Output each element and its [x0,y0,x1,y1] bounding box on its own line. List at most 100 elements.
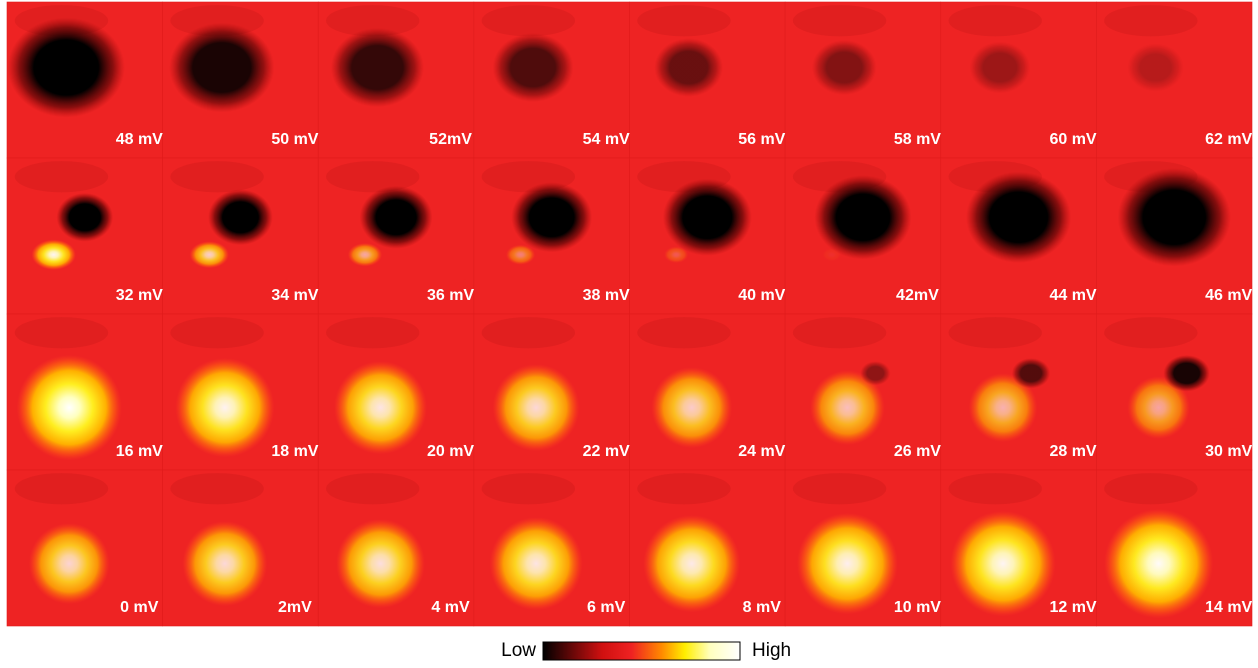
panel-shade [481,317,576,349]
map-blob [654,38,724,97]
map-panel [317,1,475,159]
map-blob [950,510,1056,617]
map-panel [162,313,319,471]
map-blob [969,41,1031,94]
panel-label: 22 mV [583,443,630,460]
panel-shade [792,317,887,349]
panel-shade [948,473,1042,505]
panel-label: 2mV [278,599,312,616]
map-blob [1127,376,1190,440]
map-blob [1127,43,1184,92]
panel-label: 40 mV [738,287,785,304]
map-panel [784,157,942,315]
map-blob [511,182,593,253]
panel-label: 4 mV [431,599,470,616]
panel-shade [1104,317,1198,349]
map-panel [162,157,319,315]
panel-label: 62 mV [1205,131,1252,148]
panel-shade [170,473,264,505]
panel-shade [170,161,264,193]
panel-shade [637,317,731,349]
map-blob [811,39,877,96]
map-blob [31,239,76,270]
panel-label: 24 mV [738,443,785,460]
map-panel [6,1,163,159]
map-panel [473,1,630,159]
panel-label: 28 mV [1049,443,1096,460]
panel-shade [326,473,420,505]
map-panel [629,157,786,315]
map-panel [473,469,630,627]
panel-shade [481,473,576,505]
panel-shade [14,317,109,349]
map-blob [809,370,885,446]
panel-label: 46 mV [1205,287,1252,304]
map-blob [56,192,114,242]
panel-label: 48 mV [116,131,163,148]
map-blob [330,27,424,108]
panel-shade [1104,473,1198,505]
map-blob [822,248,842,262]
map-blob [333,360,428,455]
panel-label: 54 mV [583,131,630,148]
map-blob [643,514,741,613]
map-blob [664,246,689,264]
map-panel [940,469,1097,627]
map-panel [629,1,786,159]
panel-label: 32 mV [116,287,163,304]
map-panel [6,157,163,315]
map-panel [162,1,319,159]
panel-label: 0 mV [120,599,159,616]
map-panel [629,469,786,627]
map-blob [965,171,1072,263]
panel-label: 34 mV [271,287,318,304]
panel-shade [326,317,420,349]
panel-label: 8 mV [743,599,782,616]
panel-label: 44 mV [1049,287,1096,304]
map-panel [940,157,1097,315]
map-blob [814,175,912,260]
panel-shade [14,161,109,193]
map-panel [784,1,942,159]
panel-label: 42mV [896,287,939,304]
panel-label: 18 mV [271,443,318,460]
map-blob [505,244,536,265]
panel-label: 14 mV [1205,599,1252,616]
map-blob [335,518,426,609]
map-blob [359,185,433,249]
map-blob [662,178,752,256]
panel-label: 6 mV [587,599,626,616]
panel-label: 58 mV [894,131,941,148]
colorbar-high: High [752,640,791,661]
map-panel [473,157,630,315]
map-blob [860,361,891,386]
map-blob [7,17,125,118]
map-panel [1096,1,1253,159]
panel-label: 50 mV [271,131,318,148]
map-panel [940,1,1097,159]
map-blob [492,363,580,452]
map-panel [940,313,1097,471]
panel-shade [792,473,887,505]
map-blob [16,354,122,461]
panel-shade [481,5,576,37]
map-panel [784,469,942,627]
map-panel [629,313,786,471]
map-blob [968,373,1038,443]
map-panel [1096,313,1253,471]
map-blob [489,516,583,611]
map-panel [784,313,942,471]
panel-label: 10 mV [894,599,941,616]
panel-shade [637,473,731,505]
map-blob [1011,358,1051,389]
map-blob [1117,168,1231,267]
map-blob [175,357,275,458]
map-blob [651,367,733,449]
map-panel [6,313,163,471]
panel-shade [170,317,264,349]
panel-shade [326,161,420,193]
panel-label: 36 mV [427,287,474,304]
map-panel [6,469,163,627]
panel-shade [948,317,1042,349]
